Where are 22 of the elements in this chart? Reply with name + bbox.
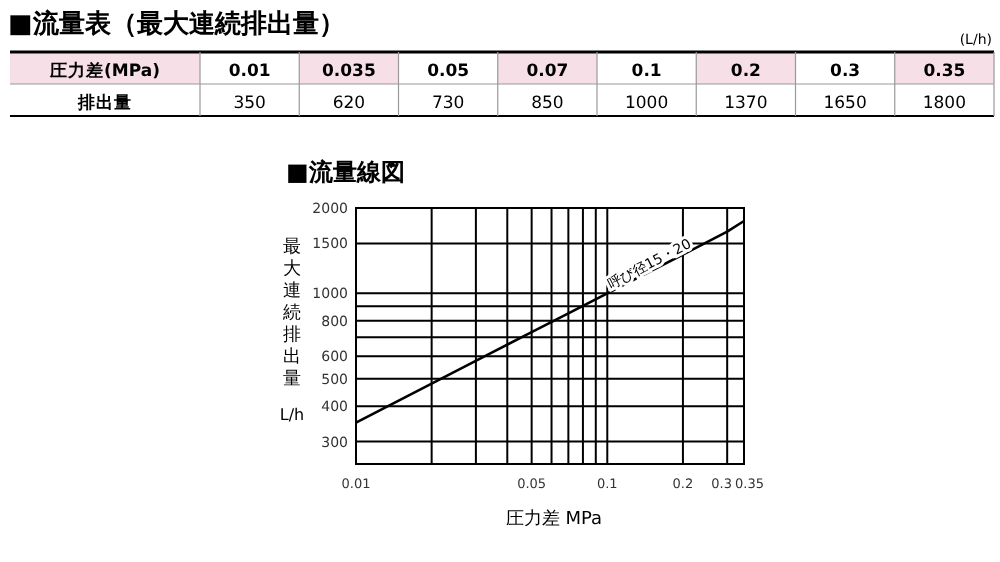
- data-label: 1650: [823, 94, 867, 114]
- category-label: 0.3: [830, 62, 861, 82]
- data-label: 850: [531, 94, 564, 114]
- data-label: 350: [233, 94, 266, 114]
- data-label: 620: [332, 94, 366, 114]
- category-label: 0.1: [631, 62, 662, 82]
- data-label: 1370: [724, 94, 768, 114]
- x-axis-title: 圧力差 MPa: [505, 508, 603, 530]
- chart-title: ■流量線図: [286, 158, 405, 186]
- category-label: 0.07: [526, 62, 569, 82]
- category-label: 0.35: [923, 62, 966, 82]
- y-axis-title: 最大連続排出量 L/h: [279, 236, 305, 424]
- category-label: 0.035: [321, 62, 376, 82]
- data-label: 1800: [922, 94, 967, 114]
- text: 圧力差(MPa): [48, 60, 161, 82]
- text: 排出量: [76, 92, 132, 114]
- category-label: 0.05: [427, 62, 470, 82]
- category-label: 0.01: [228, 62, 271, 82]
- data-label: 730: [431, 94, 465, 114]
- category-label: 0.2: [730, 62, 762, 82]
- text: ■流量表（最大連続排出量）: [8, 8, 345, 40]
- data-label: 1000: [624, 94, 669, 114]
